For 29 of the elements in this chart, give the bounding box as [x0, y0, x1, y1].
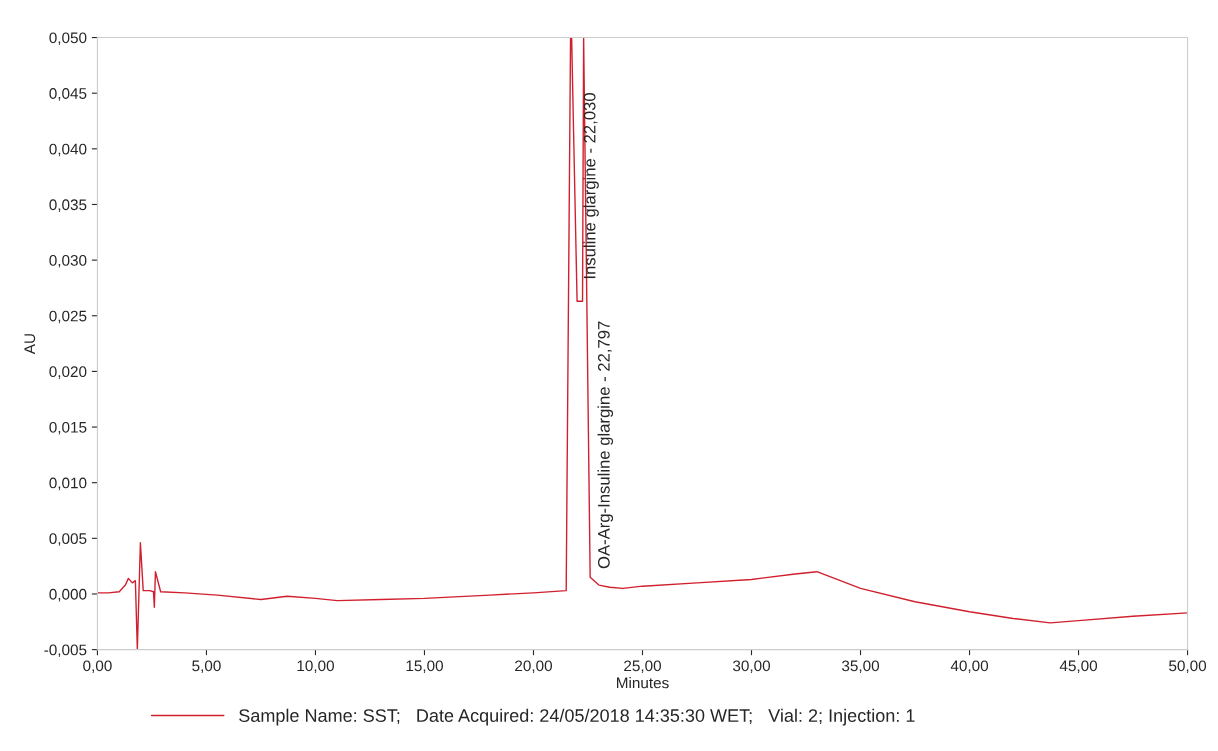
- line-series: [97, 37, 1188, 650]
- y-tick-label: 0,020: [49, 366, 87, 379]
- x-tick-label: 20,00: [515, 660, 552, 674]
- x-tick-label: 5,00: [192, 660, 221, 674]
- y-tick-label: -0,005: [44, 644, 87, 658]
- x-tick-label: 40,00: [950, 660, 989, 674]
- y-tick-label: 0,045: [49, 88, 87, 101]
- x-tick-label: 30,00: [732, 660, 771, 674]
- x-tick-label: 10,00: [297, 660, 334, 674]
- annotation: Insuline glargine - 22,030: [583, 93, 599, 279]
- y-axis-title: AU: [24, 334, 36, 355]
- y-tick-label: 0,015: [49, 421, 87, 435]
- x-tick-label: 0,00: [83, 660, 112, 674]
- x-tick-label: 45,00: [1059, 660, 1098, 674]
- y-tick-label: 0,050: [49, 32, 87, 46]
- x-axis-title: Minutes: [617, 677, 669, 689]
- x-tick-label: 15,00: [406, 660, 443, 674]
- x-tick-label: 50,00: [1169, 660, 1207, 674]
- x-tick-label: 35,00: [841, 660, 880, 674]
- annotation: OA-Arg-Insuline glargine - 22,797: [597, 321, 614, 569]
- y-tick-label: 0,040: [49, 143, 87, 157]
- x-tick-label: 25,00: [624, 660, 662, 674]
- y-tick-label: 0,010: [49, 477, 87, 491]
- y-tick-label: 0,025: [49, 310, 87, 324]
- y-tick-label: 0,035: [49, 199, 87, 212]
- legend-label: Sample Name: SST; Date Acquired: 24/05/2018 14:35:30 WET; Vial: 2; Injection: 1: [239, 708, 915, 726]
- y-tick-label: 0,005: [49, 533, 87, 546]
- y-tick-label: 0,000: [49, 588, 87, 602]
- y-tick-label: 0,030: [49, 254, 87, 268]
